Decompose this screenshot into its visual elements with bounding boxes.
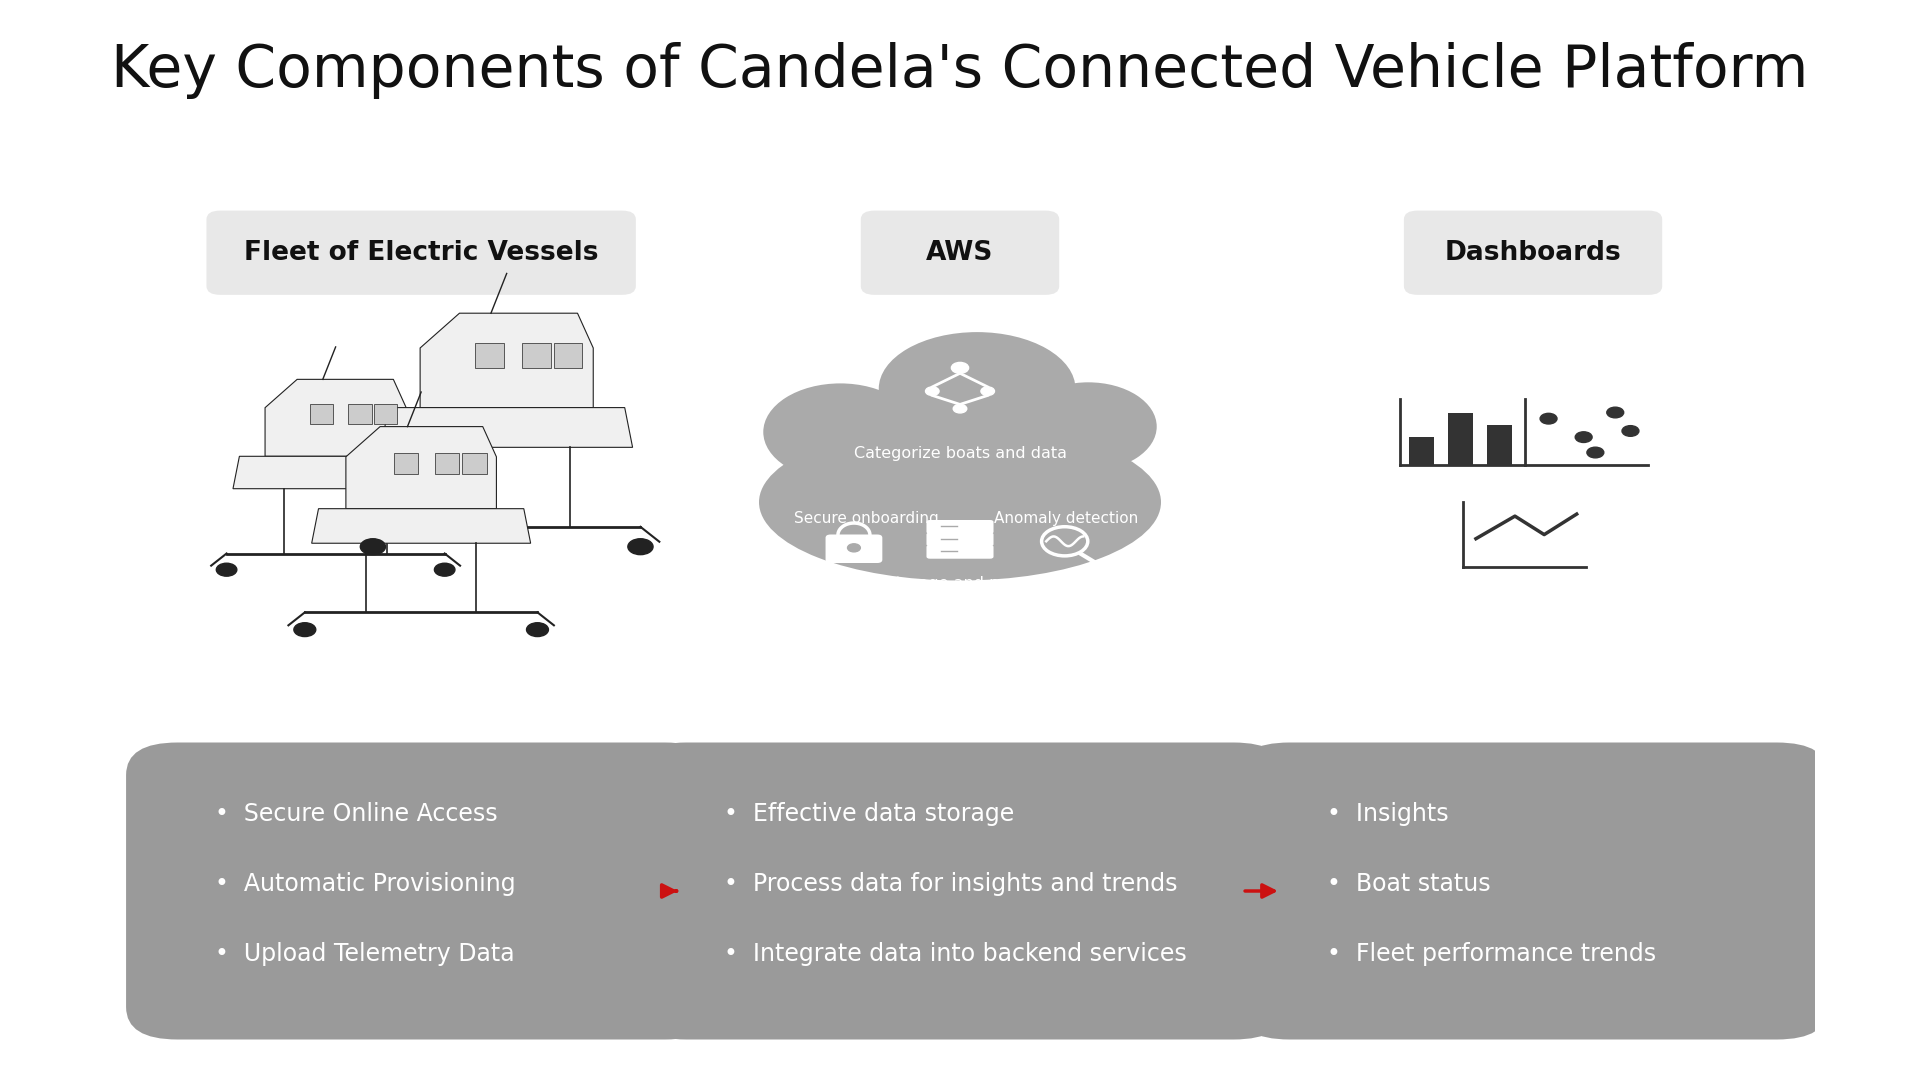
Circle shape [1588,447,1603,458]
Bar [553,343,582,368]
Circle shape [1574,432,1592,443]
FancyBboxPatch shape [127,743,716,1039]
Bar [1488,424,1513,464]
Bar [394,453,419,474]
Text: Categorize boats and data: Categorize boats and data [854,446,1066,461]
FancyBboxPatch shape [826,535,883,563]
Bar [476,343,503,368]
Bar [463,453,488,474]
Bar [434,453,459,474]
Circle shape [1540,414,1557,424]
FancyBboxPatch shape [1404,211,1663,295]
Text: •  Secure Online Access: • Secure Online Access [215,801,497,825]
Bar [1409,437,1434,464]
Text: AWS: AWS [925,240,995,266]
Circle shape [1622,426,1640,436]
Text: Anomaly detection: Anomaly detection [995,511,1139,526]
Text: •  Fleet performance trends: • Fleet performance trends [1327,943,1657,967]
Text: Secure onboarding: Secure onboarding [793,511,939,526]
Bar [348,404,372,423]
Circle shape [925,387,939,395]
Text: Data storage and processing: Data storage and processing [845,576,1075,591]
Text: •  Integrate data into backend services: • Integrate data into backend services [724,943,1187,967]
Text: •  Boat status: • Boat status [1327,872,1490,896]
Circle shape [628,539,653,555]
Bar [522,343,551,368]
Text: •  Insights: • Insights [1327,801,1448,825]
Circle shape [526,623,549,636]
Bar [1448,413,1473,464]
Text: •  Process data for insights and trends: • Process data for insights and trends [724,872,1177,896]
Polygon shape [420,313,593,407]
FancyBboxPatch shape [927,519,993,534]
FancyBboxPatch shape [860,211,1060,295]
Text: •  Automatic Provisioning: • Automatic Provisioning [215,872,516,896]
Circle shape [434,564,455,577]
FancyBboxPatch shape [927,545,993,558]
FancyBboxPatch shape [207,211,636,295]
Ellipse shape [764,383,918,481]
Polygon shape [346,427,497,509]
Ellipse shape [758,423,1162,580]
Circle shape [361,539,386,555]
Circle shape [217,564,236,577]
Circle shape [847,544,860,552]
FancyBboxPatch shape [1238,743,1828,1039]
Circle shape [952,363,968,374]
Polygon shape [232,456,438,488]
Polygon shape [265,379,407,456]
Text: Key Components of Candela's Connected Vehicle Platform: Key Components of Candela's Connected Ve… [111,42,1809,98]
Polygon shape [380,407,632,447]
Circle shape [981,387,995,395]
Circle shape [294,623,315,636]
Circle shape [1607,407,1624,418]
FancyBboxPatch shape [636,743,1284,1039]
Text: •  Effective data storage: • Effective data storage [724,801,1014,825]
Circle shape [952,404,968,413]
Bar [374,404,397,423]
Polygon shape [311,509,530,543]
Text: Dashboards: Dashboards [1444,240,1620,266]
Text: •  Upload Telemetry Data: • Upload Telemetry Data [215,943,515,967]
FancyBboxPatch shape [927,532,993,546]
Bar [309,404,332,423]
Ellipse shape [1020,382,1156,471]
Ellipse shape [879,332,1075,445]
Text: Fleet of Electric Vessels: Fleet of Electric Vessels [244,240,599,266]
